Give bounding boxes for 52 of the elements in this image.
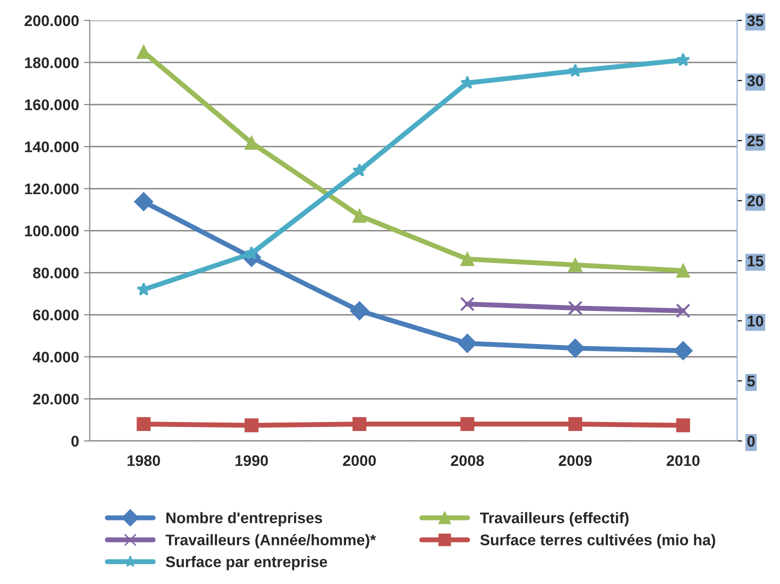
x-tick-label: 2009	[558, 455, 592, 466]
y2-tick-label: 15	[748, 256, 764, 266]
point	[676, 264, 690, 278]
y-tick-label: 60.000	[33, 310, 79, 320]
point	[136, 417, 151, 432]
point	[458, 334, 477, 353]
point	[568, 64, 582, 77]
point	[244, 136, 258, 150]
y-tick-label: 100.000	[25, 226, 79, 236]
point	[676, 303, 690, 318]
point	[568, 258, 582, 272]
y2-tick-label: 20	[747, 196, 764, 206]
legend-label: Surface terres cultivées (mio ha)	[480, 534, 716, 548]
point	[566, 338, 585, 358]
y-tick-label: 20.000	[33, 394, 79, 405]
legend-label: Nombre d'entreprises	[166, 512, 322, 526]
point	[460, 417, 474, 432]
legend-label: Travailleurs (effectif)	[480, 512, 629, 526]
y2-tick-label: 35	[747, 15, 764, 26]
y2-tick-label: 5	[747, 376, 755, 387]
point	[134, 192, 154, 212]
y-tick-label: 40.000	[32, 352, 79, 363]
point	[352, 417, 366, 432]
point	[676, 52, 690, 66]
point	[676, 418, 690, 432]
point	[674, 341, 693, 360]
y-tick-label: 80.000	[33, 268, 79, 278]
y2-tick-label: 30	[747, 75, 764, 86]
x-tick-label: 1990	[236, 455, 268, 466]
point	[350, 301, 369, 320]
legend-label: Surface par entreprise	[166, 556, 328, 570]
x-tick-label: 2010	[666, 455, 700, 466]
y-tick-label: 140.000	[25, 141, 79, 152]
y-tick-label: 120.000	[25, 184, 79, 194]
y-tick-label: 0	[71, 436, 79, 447]
y2-tick-label: 25	[747, 135, 764, 146]
x-tick-label: 2008	[450, 455, 484, 466]
x-tick-label: 1980	[128, 455, 160, 466]
point	[568, 300, 583, 316]
y-tick-label: 200.000	[24, 15, 79, 26]
y2-tick-label: 0	[747, 436, 755, 447]
y2-tick-label: 10	[748, 316, 764, 326]
point	[352, 163, 366, 177]
x-tick-label: 2000	[342, 455, 376, 466]
y-tick-label: 180.000	[25, 57, 79, 68]
legend-label: Travailleurs (Année/homme)*	[166, 534, 376, 548]
point	[568, 417, 582, 432]
point	[460, 252, 474, 266]
y-tick-label: 160.000	[25, 99, 79, 110]
point	[460, 296, 475, 312]
point	[352, 208, 366, 223]
point	[244, 418, 258, 432]
